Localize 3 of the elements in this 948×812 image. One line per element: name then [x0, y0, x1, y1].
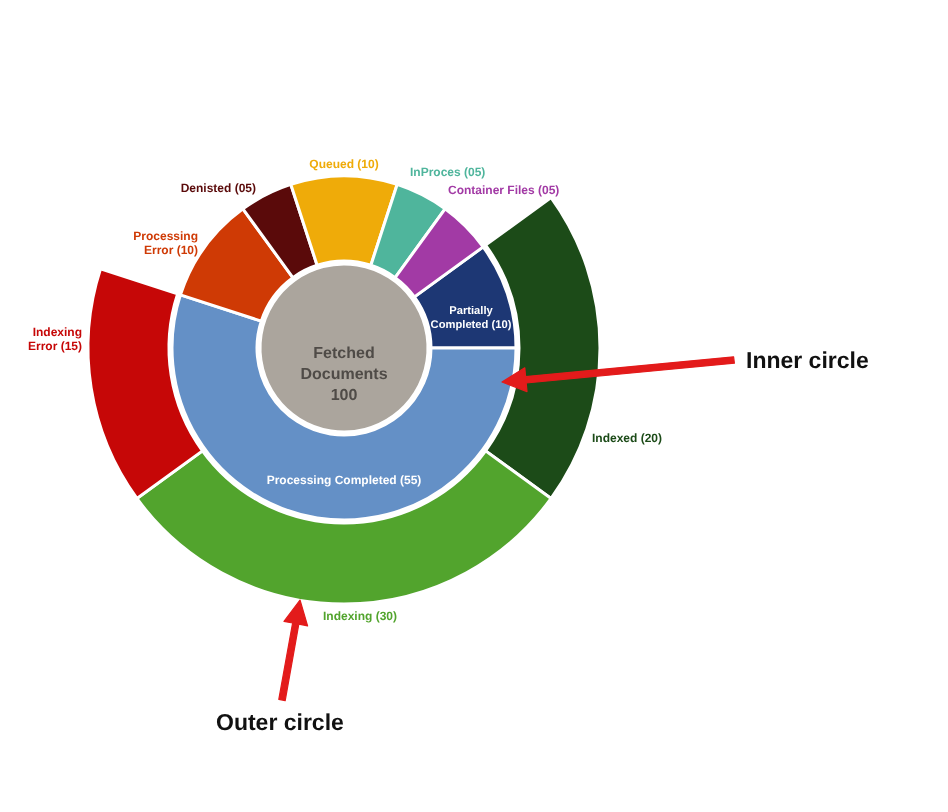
text: Outer circle	[216, 712, 344, 736]
text: Inner circle	[746, 350, 869, 374]
slice-label: Fetched Documents 100	[300, 344, 389, 404]
